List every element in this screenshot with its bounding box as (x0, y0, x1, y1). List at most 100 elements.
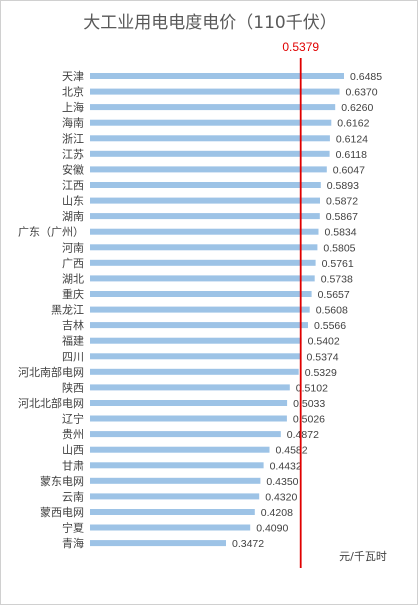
bar (90, 228, 319, 235)
value-label: 0.5867 (326, 211, 358, 223)
category-label: 安徽 (62, 162, 84, 176)
bar (90, 166, 327, 173)
bar (90, 182, 321, 188)
value-label: 0.5872 (326, 196, 358, 208)
category-label: 云南 (62, 490, 84, 503)
value-label: 0.4432 (270, 460, 302, 472)
bar (90, 291, 312, 297)
value-label: 0.6485 (350, 71, 382, 83)
category-label: 天津 (62, 70, 84, 83)
value-label: 0.4320 (265, 491, 297, 503)
category-label: 海南 (62, 116, 84, 130)
category-label: 山西 (62, 444, 84, 457)
category-label: 河北南部电网 (18, 365, 84, 379)
category-label: 江西 (62, 179, 84, 192)
bar (90, 540, 226, 547)
bar (90, 384, 290, 391)
category-label: 福建 (62, 334, 84, 348)
value-label: 0.5738 (321, 273, 353, 285)
category-label: 广西 (62, 257, 84, 270)
value-label: 0.5566 (314, 320, 346, 332)
value-label: 0.6118 (336, 149, 367, 161)
reference-line-label: 0.5379 (282, 40, 319, 54)
value-label: 0.5805 (323, 242, 355, 254)
bar (90, 135, 330, 142)
bar (90, 73, 344, 79)
bar (90, 509, 255, 515)
category-label: 吉林 (62, 318, 84, 332)
value-label: 0.5893 (327, 180, 359, 192)
bars-layer (90, 73, 344, 547)
category-label: 四川 (62, 350, 84, 363)
bar (90, 353, 301, 360)
bar (90, 337, 302, 344)
bar (90, 524, 251, 531)
value-label: 0.6124 (336, 133, 368, 145)
category-label: 山东 (62, 195, 84, 208)
category-label: 上海 (62, 100, 84, 114)
bar (90, 213, 320, 220)
category-label: 广东（广州） (18, 226, 84, 239)
category-label: 北京 (62, 85, 84, 99)
value-label: 0.6260 (341, 102, 373, 114)
bar (90, 477, 261, 484)
category-label: 辽宁 (62, 412, 84, 426)
value-label: 0.5608 (316, 305, 348, 317)
bar (90, 462, 264, 469)
value-label: 0.4090 (256, 523, 288, 535)
bar (90, 275, 315, 282)
bar (90, 493, 260, 500)
category-label: 湖北 (62, 272, 84, 285)
category-label: 贵州 (62, 428, 84, 441)
value-label: 0.5834 (325, 227, 357, 239)
value-label: 0.6047 (333, 164, 365, 176)
bar (90, 415, 287, 422)
value-label: 0.6370 (346, 87, 378, 99)
category-label: 黑龙江 (51, 304, 84, 317)
value-label: 0.5102 (296, 382, 328, 394)
value-label: 0.5402 (308, 336, 340, 348)
category-label: 江苏 (62, 148, 84, 161)
value-label: 0.5026 (293, 414, 325, 426)
category-label: 蒙西电网 (40, 506, 84, 519)
category-label: 重庆 (62, 287, 84, 301)
bar (90, 368, 299, 375)
category-label: 甘肃 (62, 459, 84, 472)
bar (90, 104, 336, 111)
category-label: 陕西 (62, 380, 84, 394)
value-label: 0.6162 (337, 118, 369, 130)
bar (90, 259, 316, 266)
bar (90, 197, 320, 204)
category-label: 河南 (62, 241, 84, 254)
category-label: 湖南 (62, 210, 84, 223)
bar (90, 119, 332, 126)
bar (90, 244, 318, 251)
category-label: 蒙东电网 (40, 475, 84, 488)
value-label: 0.5657 (318, 289, 350, 301)
value-label: 0.5374 (307, 351, 339, 363)
bar (90, 400, 288, 406)
bar (90, 322, 308, 329)
value-label: 0.4208 (261, 507, 293, 519)
value-label: 0.4872 (287, 429, 319, 441)
value-label: 0.3472 (232, 538, 264, 550)
category-label: 青海 (62, 536, 84, 550)
category-label: 宁夏 (62, 521, 84, 535)
bar (90, 306, 310, 313)
bar (90, 150, 330, 157)
unit-label: 元/千瓦时 (339, 550, 387, 563)
bar (90, 446, 270, 453)
category-label: 河北北部电网 (18, 396, 84, 410)
value-label: 0.5761 (322, 258, 354, 270)
bar (90, 431, 281, 438)
chart-title: 大工业用电电度电价（110千伏） (83, 13, 336, 33)
value-label: 0.4350 (266, 476, 298, 488)
value-label: 0.5329 (305, 367, 337, 379)
value-label: 0.4582 (276, 445, 308, 457)
bar (90, 88, 340, 95)
value-label: 0.5033 (293, 398, 325, 410)
category-label: 浙江 (62, 132, 84, 145)
